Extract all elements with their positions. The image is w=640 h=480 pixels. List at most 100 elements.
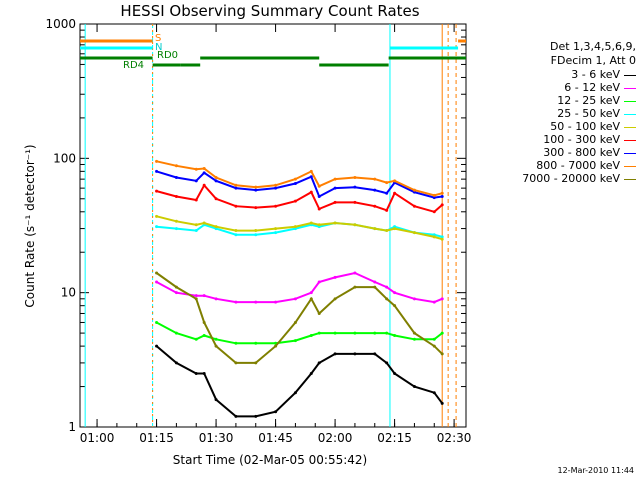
legend-item-7: 300 - 800 keV — [500, 146, 636, 159]
data-point — [317, 184, 321, 188]
legend-label: 100 - 300 keV — [543, 133, 620, 146]
data-point — [412, 297, 416, 301]
data-point — [432, 193, 436, 197]
data-point — [174, 331, 178, 335]
series-line-9 — [156, 272, 443, 364]
data-point — [309, 190, 313, 194]
data-point — [254, 185, 258, 189]
data-point — [254, 300, 258, 304]
legend-label: 12 - 25 keV — [557, 94, 620, 107]
data-point — [234, 204, 238, 208]
data-point — [393, 333, 397, 337]
data-point — [202, 171, 206, 175]
data-point — [385, 361, 389, 365]
data-point — [202, 183, 206, 187]
data-point — [155, 159, 159, 163]
data-point — [309, 297, 313, 301]
legend-item-4: 25 - 50 keV — [500, 107, 636, 120]
data-point — [202, 372, 206, 376]
data-point — [202, 320, 206, 324]
data-point — [373, 280, 377, 284]
data-point — [440, 194, 444, 198]
data-point — [393, 291, 397, 295]
data-point — [412, 188, 416, 192]
data-point — [373, 227, 377, 231]
legend-swatch — [624, 126, 636, 128]
data-point — [440, 191, 444, 195]
data-point — [214, 344, 218, 348]
data-point — [293, 297, 297, 301]
data-point — [309, 372, 313, 376]
data-point — [385, 208, 389, 212]
data-point — [254, 341, 258, 345]
data-point — [440, 331, 444, 335]
data-point — [274, 204, 278, 208]
data-point — [333, 200, 337, 204]
x-tick-label: 01:15 — [139, 431, 174, 445]
data-point — [317, 194, 321, 198]
data-point — [254, 233, 258, 237]
data-point — [353, 185, 357, 189]
data-point — [155, 320, 159, 324]
data-point — [234, 229, 238, 233]
legend-swatch — [624, 74, 636, 76]
data-point — [274, 410, 278, 414]
data-point — [393, 372, 397, 376]
flag-s-label: S — [155, 33, 162, 44]
data-point — [274, 231, 278, 235]
data-point — [274, 300, 278, 304]
data-point — [333, 177, 337, 181]
data-point — [194, 179, 198, 183]
data-point — [333, 186, 337, 190]
data-point — [194, 297, 198, 301]
data-point — [174, 175, 178, 179]
data-point — [214, 197, 218, 201]
data-point — [174, 361, 178, 365]
data-point — [254, 414, 258, 418]
y-tick-label: 10 — [61, 286, 76, 300]
data-point — [293, 177, 297, 181]
legend-label: 7000 - 20000 keV — [522, 172, 620, 185]
data-point — [317, 207, 321, 211]
legend: Det 1,3,4,5,6,9, FDecim 1, Att 0 3 - 6 k… — [500, 40, 636, 185]
data-point — [309, 221, 313, 225]
data-point — [214, 337, 218, 341]
data-point — [155, 169, 159, 173]
legend-label: 50 - 100 keV — [550, 120, 620, 133]
data-point — [214, 225, 218, 229]
data-point — [155, 214, 159, 218]
x-tick-label: 01:45 — [258, 431, 293, 445]
legend-swatch — [624, 87, 636, 89]
data-point — [309, 291, 313, 295]
data-point — [274, 183, 278, 187]
data-point — [412, 385, 416, 389]
series-line-1 — [155, 345, 444, 418]
data-point — [412, 331, 416, 335]
data-point — [234, 414, 238, 418]
data-point — [194, 167, 198, 171]
x-axis-label: Start Time (02-Mar-05 00:55:42) — [172, 453, 368, 467]
x-tick-label: 01:30 — [199, 431, 234, 445]
data-point — [317, 311, 321, 315]
chart-title: HESSI Observing Summary Count Rates — [120, 2, 420, 20]
data-point — [293, 320, 297, 324]
data-point — [412, 204, 416, 208]
plot-frame — [79, 23, 467, 428]
data-point — [353, 200, 357, 204]
y-tick-label: 1 — [68, 420, 76, 434]
data-point — [194, 223, 198, 227]
data-point — [373, 331, 377, 335]
data-point — [214, 175, 218, 179]
data-point — [309, 175, 313, 179]
legend-item-1: 3 - 6 keV — [500, 68, 636, 81]
legend-swatch — [624, 178, 636, 180]
legend-item-8: 800 - 7000 keV — [500, 159, 636, 172]
flag-rd0-label: RD0 — [157, 50, 179, 61]
data-point — [385, 191, 389, 195]
data-point — [155, 280, 159, 284]
data-point — [385, 229, 389, 233]
data-point — [202, 333, 206, 337]
y-axis-label: Count Rate (s⁻¹ detector⁻¹) — [23, 144, 37, 307]
data-point — [317, 280, 321, 284]
data-point — [432, 233, 436, 237]
